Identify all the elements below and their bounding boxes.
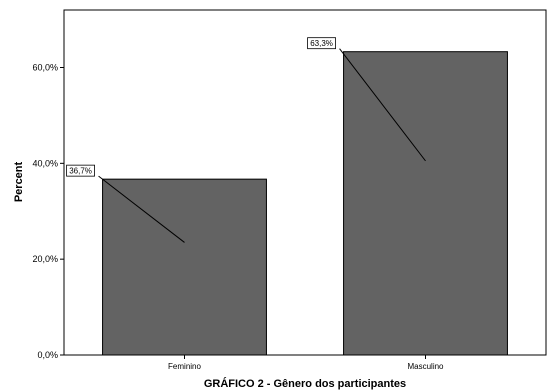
bar-feminino [102, 178, 267, 356]
data-label-leader [98, 175, 185, 243]
y-axis: 0,0% 20,0% 40,0% 60,0% [32, 63, 64, 360]
y-tick-label: 40,0% [32, 158, 58, 168]
y-tick-label: 60,0% [32, 63, 58, 73]
data-label: 36,7% [69, 167, 92, 176]
data-label-box [307, 37, 336, 50]
x-tick-label: Masculino [407, 362, 444, 371]
y-tick-label: 0,0% [37, 350, 58, 360]
x-axis: Feminino Masculino [168, 355, 444, 371]
x-tick-label: Feminino [168, 362, 201, 371]
bar-masculino [343, 51, 508, 356]
data-label-leader [339, 48, 426, 162]
data-label-box [66, 164, 95, 177]
chart-title: GRÁFICO 2 - Gênero dos participantes [204, 377, 406, 390]
data-label: 63,3% [310, 39, 333, 48]
y-axis-label: Percent [13, 161, 25, 202]
y-tick-label: 20,0% [32, 254, 58, 264]
